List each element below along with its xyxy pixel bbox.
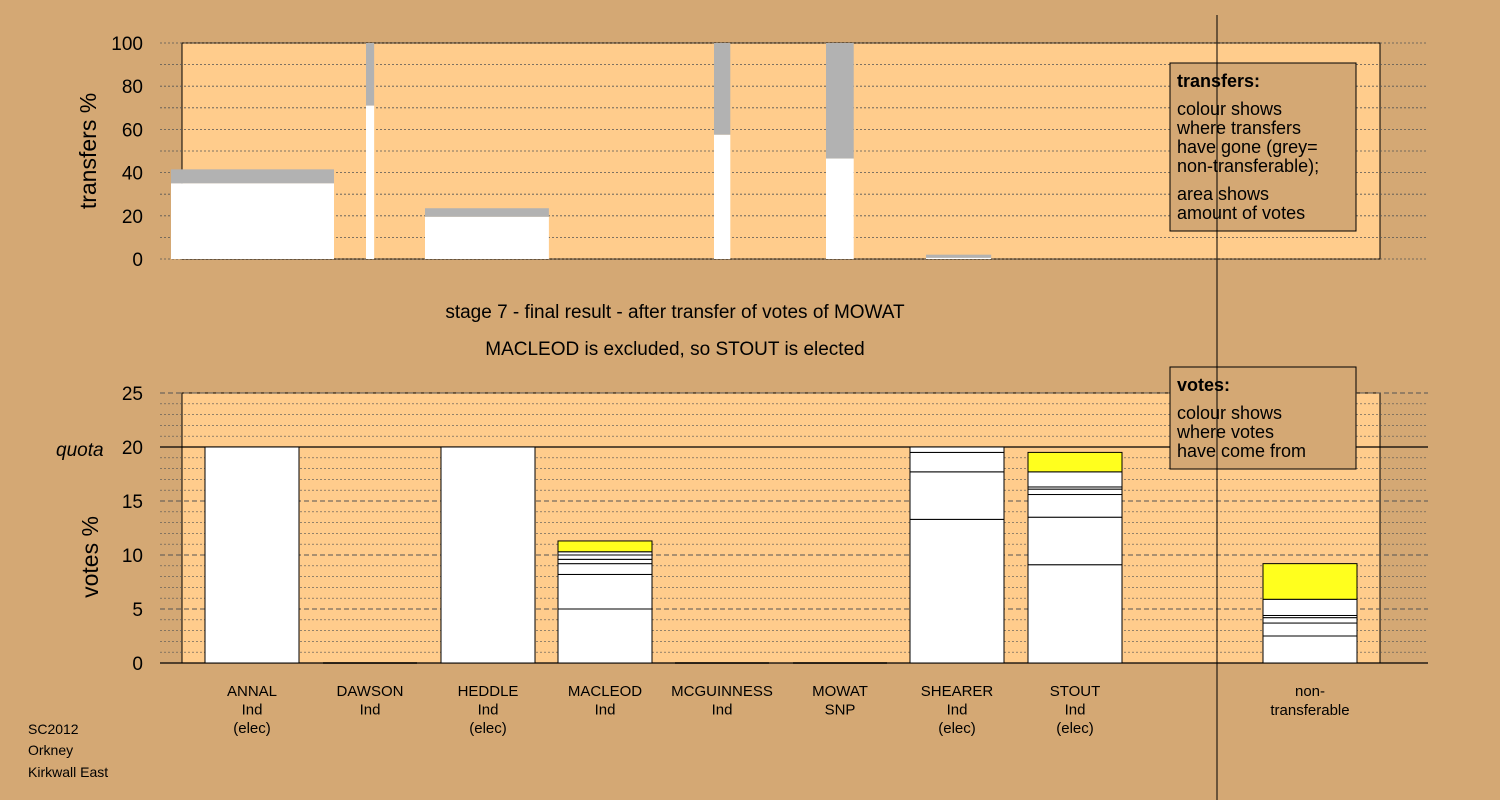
candidate-party: Ind <box>360 702 381 719</box>
transfers-bar-nontransferable <box>926 254 992 258</box>
votes-bar-segment <box>1262 563 1358 600</box>
transfers-tick-label: 40 <box>122 164 143 185</box>
transfers-bar-transferred <box>826 158 854 259</box>
transfers-bar-nontransferable <box>714 43 731 135</box>
candidate-name: HEDDLE <box>458 683 519 700</box>
transfers-bar-transferred <box>366 105 375 259</box>
votes-bar-segment <box>204 446 300 664</box>
transfers-tick-label: 60 <box>122 120 143 141</box>
transfers-tick-label: 0 <box>132 250 143 271</box>
candidate-name: DAWSON <box>337 683 404 700</box>
votes-bar-segment <box>557 563 653 575</box>
votes-tick-label: 20 <box>122 438 143 459</box>
candidate-labels: ANNALInd(elec)DAWSONIndHEDDLEInd(elec)MA… <box>227 683 1100 737</box>
candidate-party: Ind <box>1065 702 1086 719</box>
votes-bar-segment <box>1262 635 1358 664</box>
votes-bar-segment <box>909 451 1005 473</box>
votes-bar-segment <box>557 558 653 565</box>
votes-bar-segment <box>1262 622 1358 637</box>
votes-tick-label: 10 <box>122 546 143 567</box>
transfers-bar-nontransferable <box>366 43 375 106</box>
candidate-status: (elec) <box>1056 720 1094 737</box>
votes-legend-heading: votes: <box>1177 375 1230 395</box>
votes-bar-segment <box>909 446 1005 453</box>
votes-tick-label: 15 <box>122 492 143 513</box>
candidate-party: Ind <box>242 702 263 719</box>
transfers-legend-line: colour shows <box>1177 99 1282 119</box>
nontransferable-label: transferable <box>1270 702 1349 719</box>
candidate-name: SHEARER <box>921 683 994 700</box>
candidate-name: STOUT <box>1050 683 1101 700</box>
candidate-party: SNP <box>825 702 856 719</box>
votes-bar-segment <box>440 446 536 664</box>
transfers-bar-nontransferable <box>826 43 854 159</box>
transfers-legend-line: amount of votes <box>1177 203 1305 223</box>
votes-tick-label: 0 <box>132 654 143 675</box>
candidate-status: (elec) <box>233 720 271 737</box>
votes-bar-segment <box>1027 516 1123 566</box>
votes-bar-segment <box>909 471 1005 520</box>
transfers-legend-heading: transfers: <box>1177 71 1260 91</box>
votes-bar-segment <box>557 554 653 560</box>
candidate-name: MOWAT <box>812 683 868 700</box>
votes-tick-labels: 0 5 10 15 20 25 <box>122 384 143 675</box>
votes-bar-segment <box>557 540 653 553</box>
transfers-bar-nontransferable <box>425 208 549 217</box>
votes-axis-label: votes % <box>77 516 103 598</box>
transfers-tick-label: 80 <box>122 77 143 98</box>
transfers-tick-label: 100 <box>111 34 143 55</box>
votes-tick-label: 5 <box>132 600 143 621</box>
candidate-party: Ind <box>595 702 616 719</box>
candidate-party: Ind <box>947 702 968 719</box>
candidate-party: Ind <box>712 702 733 719</box>
transfers-bar-transferred <box>714 134 731 259</box>
transfers-tick-label: 20 <box>122 207 143 228</box>
transfers-axis-label: transfers % <box>75 93 101 209</box>
quota-label: quota <box>56 440 104 461</box>
votes-bar-segment <box>557 608 653 664</box>
votes-legend-line: have come from <box>1177 441 1306 461</box>
candidate-name: MACLEOD <box>568 683 642 700</box>
transfers-legend: transfers: colour shows where transfers … <box>1169 62 1357 232</box>
footer-ward: Kirkwall East <box>28 764 108 780</box>
votes-tick-label: 25 <box>122 384 143 405</box>
transfers-bar-nontransferable <box>171 169 334 184</box>
votes-bar-segment <box>1027 451 1123 473</box>
votes-bar-segment <box>1027 564 1123 664</box>
transfers-legend-line: have gone (grey= <box>1177 137 1318 157</box>
votes-bar-segment <box>1027 488 1123 496</box>
votes-bar-segment <box>909 518 1005 664</box>
transfers-bar-transferred <box>926 257 992 259</box>
candidate-party: Ind <box>478 702 499 719</box>
candidate-name: ANNAL <box>227 683 277 700</box>
candidate-status: (elec) <box>938 720 976 737</box>
nontransferable-label: non- <box>1295 683 1325 700</box>
stage-subtitle: MACLEOD is excluded, so STOUT is elected <box>485 339 864 360</box>
candidate-status: (elec) <box>469 720 507 737</box>
votes-bar-segment <box>1027 471 1123 488</box>
transfers-bars <box>171 43 992 259</box>
votes-legend: votes: colour shows where votes have com… <box>1169 366 1357 470</box>
votes-bars <box>204 446 1358 664</box>
votes-bar-segment <box>1262 598 1358 616</box>
footer-council: Orkney <box>28 742 73 758</box>
stage-title: stage 7 - final result - after transfer … <box>445 302 905 323</box>
votes-legend-line: where votes <box>1176 422 1274 442</box>
transfers-bar-transferred <box>171 183 334 259</box>
votes-bar-segment <box>1262 617 1358 624</box>
transfers-legend-line: non-transferable); <box>1177 156 1319 176</box>
transfers-bar-transferred <box>425 216 549 259</box>
transfers-tick-labels: 0 20 40 60 80 100 <box>111 34 143 271</box>
footer-election: SC2012 <box>28 721 79 737</box>
transfers-legend-line: area shows <box>1177 184 1269 204</box>
votes-bar-segment <box>1027 494 1123 518</box>
votes-bar-segment <box>557 573 653 610</box>
candidate-name: MCGUINNESS <box>671 683 773 700</box>
transfers-legend-line: where transfers <box>1176 118 1301 138</box>
votes-legend-line: colour shows <box>1177 403 1282 423</box>
